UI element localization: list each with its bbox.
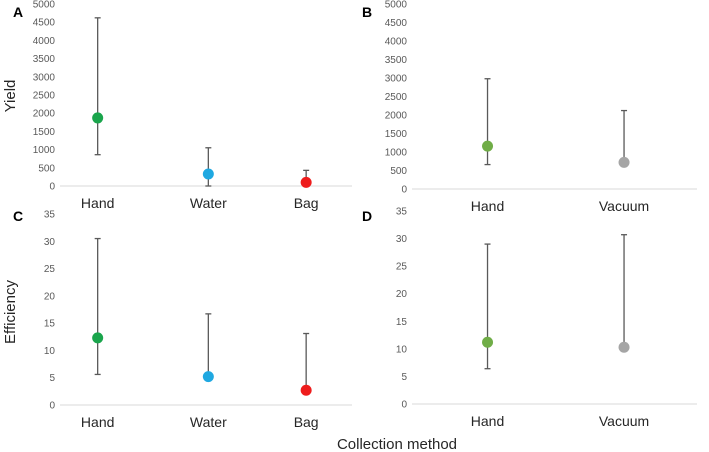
- y-tick-label: 35: [44, 210, 56, 221]
- data-point: [300, 384, 312, 396]
- y-tick-label: 3500: [33, 54, 56, 65]
- y-tick-label: 5: [49, 373, 55, 384]
- y-tick-label: 2000: [385, 111, 408, 122]
- y-tick-label: 3000: [33, 72, 56, 83]
- y-tick-label: 15: [396, 317, 408, 328]
- y-tick-label: 25: [44, 264, 56, 275]
- data-point: [300, 176, 312, 188]
- y-tick-label: 2000: [33, 109, 56, 120]
- panel-d: D 0 5 10 15 20 25 30 35 Hand Vacuum: [362, 207, 697, 429]
- y-tick-label: 25: [396, 262, 408, 273]
- x-tick-label: Hand: [471, 198, 504, 214]
- data-point: [482, 140, 494, 152]
- y-tick-label: 20: [44, 291, 56, 302]
- y-tick-label: 10: [44, 346, 56, 357]
- row-label-efficiency: Efficiency: [2, 280, 19, 344]
- panel-label: A: [13, 4, 23, 20]
- data-point: [202, 168, 214, 180]
- y-tick-label: 4000: [385, 37, 408, 48]
- data-point: [618, 156, 630, 168]
- x-axis-title: Collection method: [337, 436, 457, 452]
- panel-label: D: [362, 208, 372, 224]
- data-point: [202, 371, 214, 383]
- y-tick-label: 1000: [33, 145, 56, 156]
- panel-b: B 0 500 1000 1500 2000 2500 3000 3500 4000 4500 500…: [362, 0, 697, 214]
- x-tick-label: Vacuum: [599, 198, 649, 214]
- y-tick-label: 5000: [33, 0, 56, 11]
- panels: A050010001500200025003000350040004500500…: [13, 0, 697, 430]
- row-label-yield: Yield: [2, 80, 19, 113]
- data-point: [482, 336, 494, 348]
- y-tick-label: 1500: [33, 127, 56, 138]
- panel-label: C: [13, 208, 23, 224]
- x-tick-label: Bag: [294, 195, 319, 211]
- y-tick-label: 500: [38, 163, 55, 174]
- y-tick-label: 0: [401, 400, 407, 411]
- y-tick-label: 20: [396, 289, 408, 300]
- y-tick-label: 0: [49, 182, 55, 193]
- panel-label: B: [362, 4, 372, 20]
- y-tick-label: 10: [396, 344, 408, 355]
- y-tick-label: 2500: [385, 92, 408, 103]
- y-tick-label: 3500: [385, 55, 408, 66]
- y-tick-label: 1000: [385, 148, 408, 159]
- data-point: [92, 332, 104, 344]
- x-tick-label: Water: [190, 414, 227, 430]
- y-tick-label: 5000: [385, 0, 408, 11]
- y-tick-label: 5: [401, 372, 407, 383]
- y-tick-label: 4500: [385, 18, 408, 29]
- x-tick-label: Bag: [294, 414, 319, 430]
- y-tick-label: 4000: [33, 36, 56, 47]
- y-tick-label: 0: [49, 401, 55, 412]
- panel-a: A 0 500 1000 1500 2000 2500 3000 3500 4000 4500 500…: [13, 0, 352, 211]
- x-tick-label: Vacuum: [599, 413, 649, 429]
- x-tick-label: Hand: [81, 414, 114, 430]
- y-tick-label: 30: [44, 237, 56, 248]
- y-tick-label: 4500: [33, 18, 56, 29]
- y-tick-label: 15: [44, 319, 56, 330]
- y-tick-label: 0: [401, 185, 407, 196]
- y-tick-label: 1500: [385, 129, 408, 140]
- y-tick-label: 3000: [385, 74, 408, 85]
- panel-c: C 0 5 10 15 20 25 30 35 Hand Water Bag: [13, 208, 352, 430]
- x-tick-label: Water: [190, 195, 227, 211]
- y-tick-label: 35: [396, 207, 408, 218]
- y-tick-label: 500: [390, 166, 407, 177]
- y-tick-label: 30: [396, 234, 408, 245]
- data-point: [618, 341, 630, 353]
- x-tick-label: Hand: [471, 413, 504, 429]
- y-tick-label: 2500: [33, 91, 56, 102]
- x-tick-label: Hand: [81, 195, 114, 211]
- data-point: [92, 112, 104, 124]
